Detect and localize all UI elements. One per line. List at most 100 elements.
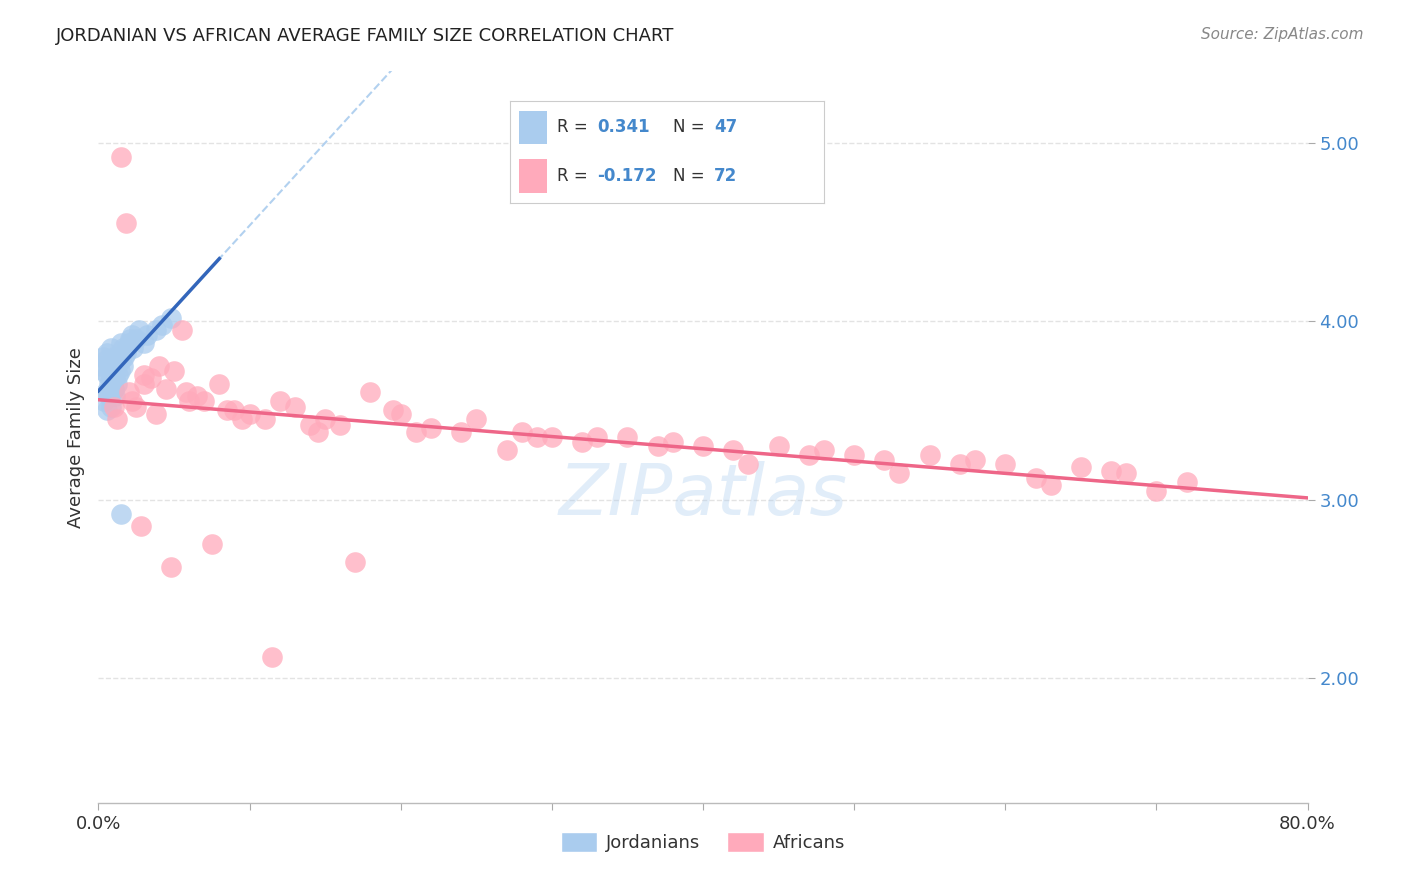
Point	[132, 376, 155, 391]
Point	[692, 439, 714, 453]
Point	[110, 507, 132, 521]
Point	[253, 412, 276, 426]
Point	[299, 417, 322, 432]
Point	[616, 430, 638, 444]
Point	[873, 453, 896, 467]
Point	[1070, 460, 1092, 475]
Point	[307, 425, 329, 439]
Point	[110, 150, 132, 164]
Point	[540, 430, 562, 444]
Point	[420, 421, 443, 435]
Point	[120, 332, 142, 346]
Point	[125, 400, 148, 414]
Point	[108, 364, 131, 378]
Legend: Jordanians, Africans: Jordanians, Africans	[554, 824, 852, 860]
Point	[94, 353, 117, 368]
Point	[145, 323, 167, 337]
Point	[844, 448, 866, 462]
Point	[96, 346, 118, 360]
Point	[949, 457, 972, 471]
Point	[100, 400, 122, 414]
Point	[104, 389, 127, 403]
Point	[768, 439, 790, 453]
Point	[239, 407, 262, 421]
Point	[526, 430, 548, 444]
Point	[737, 457, 759, 471]
Point	[98, 376, 121, 391]
Point	[661, 435, 683, 450]
Point	[125, 332, 148, 346]
Point	[201, 537, 224, 551]
Y-axis label: Average Family Size: Average Family Size	[66, 347, 84, 527]
Point	[105, 376, 128, 391]
Point	[101, 385, 124, 400]
Point	[118, 385, 141, 400]
Point	[100, 341, 122, 355]
Point	[284, 400, 307, 414]
Point	[262, 649, 284, 664]
Point	[112, 350, 135, 364]
Point	[813, 442, 835, 457]
Point	[110, 353, 132, 368]
Point	[94, 385, 117, 400]
Point	[103, 382, 125, 396]
Point	[103, 400, 125, 414]
Point	[405, 425, 427, 439]
Point	[465, 412, 488, 426]
Point	[994, 457, 1017, 471]
Point	[121, 394, 143, 409]
Point	[155, 382, 177, 396]
Point	[115, 341, 138, 355]
Point	[269, 394, 291, 409]
Point	[170, 323, 193, 337]
Point	[1024, 471, 1046, 485]
Point	[314, 412, 336, 426]
Point	[93, 364, 115, 378]
Text: ZIPatlas: ZIPatlas	[558, 461, 848, 530]
Point	[100, 371, 122, 385]
Point	[148, 359, 170, 373]
Point	[114, 346, 136, 360]
Point	[1115, 466, 1137, 480]
Text: Source: ZipAtlas.com: Source: ZipAtlas.com	[1201, 27, 1364, 42]
Point	[101, 368, 124, 382]
Point	[186, 389, 208, 403]
Point	[150, 318, 173, 332]
Point	[93, 394, 115, 409]
Point	[723, 442, 745, 457]
Point	[105, 412, 128, 426]
Point	[107, 350, 129, 364]
Point	[132, 368, 155, 382]
Point	[224, 403, 246, 417]
Point	[128, 323, 150, 337]
Point	[114, 216, 136, 230]
Point	[1175, 475, 1198, 489]
Point	[107, 368, 129, 382]
Point	[215, 403, 238, 417]
Point	[98, 389, 121, 403]
Point	[96, 403, 118, 417]
Point	[98, 359, 121, 373]
Point	[797, 448, 820, 462]
Point	[129, 519, 152, 533]
Point	[571, 435, 593, 450]
Point	[174, 385, 197, 400]
Point	[918, 448, 941, 462]
Point	[111, 341, 134, 355]
Point	[103, 382, 125, 396]
Point	[389, 407, 412, 421]
Point	[110, 335, 132, 350]
Point	[647, 439, 669, 453]
Point	[141, 371, 163, 385]
Point	[382, 403, 405, 417]
Point	[1099, 464, 1122, 478]
Point	[105, 359, 128, 373]
Point	[965, 453, 987, 467]
Point	[360, 385, 382, 400]
Point	[103, 364, 125, 378]
Point	[329, 417, 352, 432]
Point	[586, 430, 609, 444]
Point	[121, 328, 143, 343]
Point	[208, 376, 231, 391]
Point	[1039, 478, 1062, 492]
